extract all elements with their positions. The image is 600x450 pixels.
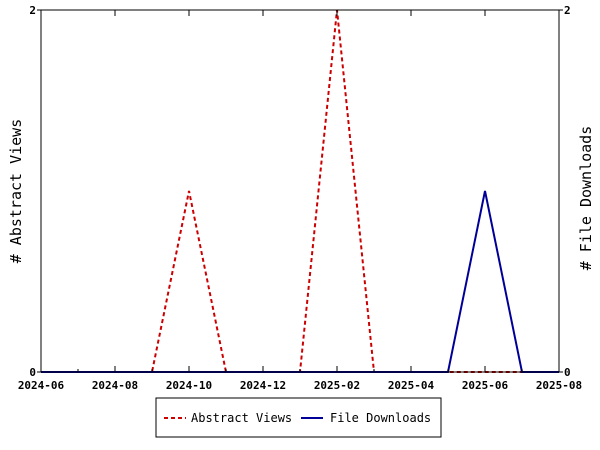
series-line-abstract-views bbox=[41, 9, 559, 373]
series-layer bbox=[41, 9, 559, 373]
y-left-tick-label: 2 bbox=[29, 4, 36, 17]
plot-frame bbox=[40, 9, 560, 373]
legend-box bbox=[155, 397, 442, 438]
y-right-tick-label: 0 bbox=[564, 366, 571, 379]
x-tick-label: 2025-02 bbox=[314, 379, 360, 392]
x-tick-label: 2024-10 bbox=[166, 379, 212, 392]
series-line-file-downloads bbox=[41, 190, 559, 373]
legend: Abstract Views File Downloads bbox=[155, 397, 442, 438]
y-axis-left-title: # Abstract Views bbox=[7, 119, 25, 264]
y-right-tick-label: 2 bbox=[564, 4, 571, 17]
x-tick-label: 2025-06 bbox=[462, 379, 509, 392]
x-tick-label: 2024-12 bbox=[240, 379, 286, 392]
ticks-layer: 2024-06 2024-08 2024-10 2024-12 2025-02 2025-… bbox=[18, 4, 582, 392]
legend-label-abstract-views: Abstract Views bbox=[191, 411, 292, 425]
x-tick-label: 2024-08 bbox=[92, 379, 138, 392]
legend-label-file-downloads: File Downloads bbox=[330, 411, 431, 425]
y-left-tick-label: 0 bbox=[29, 366, 36, 379]
y-axis-right-title: # File Downloads bbox=[577, 126, 595, 271]
x-tick-label: 2025-04 bbox=[388, 379, 435, 392]
x-tick-label: 2024-06 bbox=[18, 379, 65, 392]
x-tick-label: 2025-08 bbox=[536, 379, 582, 392]
